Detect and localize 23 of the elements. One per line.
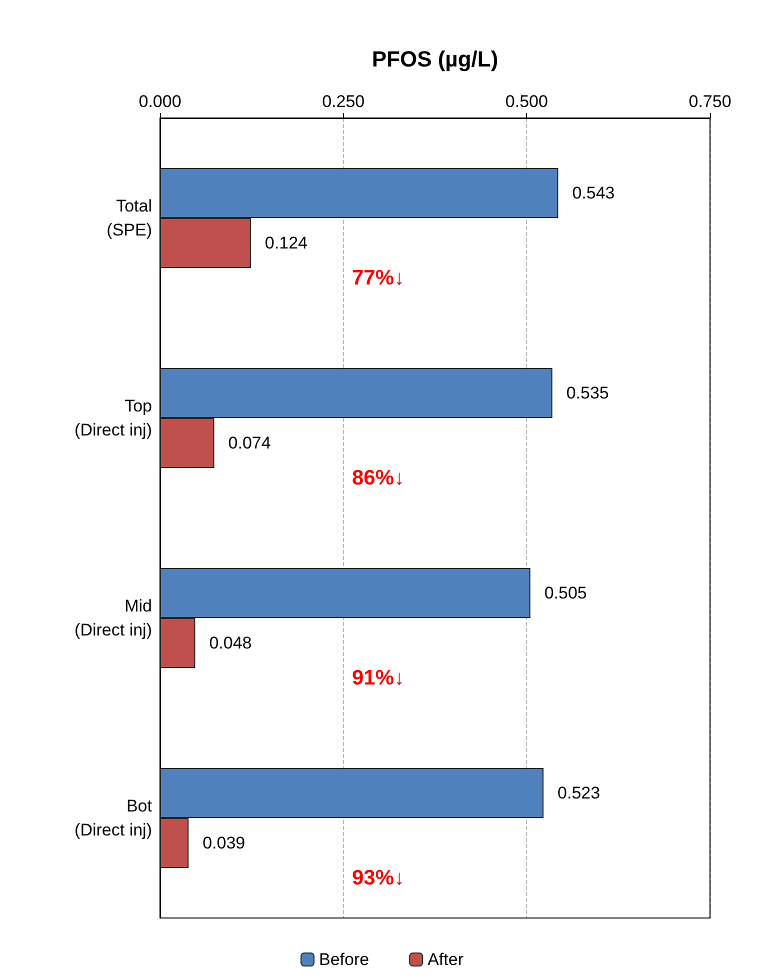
- data-label: 0.124: [264, 234, 308, 252]
- data-label: 0.543: [572, 184, 615, 202]
- data-label: 0.039: [202, 834, 246, 852]
- data-label: 0.048: [209, 634, 252, 652]
- y-tick-label: Total (SPE): [106, 196, 152, 240]
- legend-label: After: [428, 950, 464, 969]
- legend-label: Before: [319, 950, 370, 969]
- data-label: 0.523: [558, 784, 600, 802]
- annotation: 93%↓: [352, 866, 405, 890]
- annotation: 91%↓: [352, 666, 405, 690]
- annotation: 77%↓: [352, 266, 405, 290]
- y-tick-label: Mid (Direct inj): [74, 596, 152, 640]
- x-tick-label: 0.000: [138, 92, 182, 111]
- y-tick-label: Bot (Direct inj): [74, 796, 152, 840]
- x-tick-label: 0.250: [322, 92, 365, 111]
- annotation: 86%↓: [352, 466, 405, 490]
- data-label: 0.074: [228, 434, 271, 452]
- data-label: 0.535: [566, 384, 609, 402]
- y-tick-label: Top (Direct inj): [74, 396, 152, 440]
- data-label: 0.505: [544, 584, 587, 602]
- x-tick-label: 0.750: [688, 92, 732, 111]
- x-axis-title: PFOS (µg/L): [372, 46, 498, 72]
- x-tick-label: 0.500: [505, 92, 548, 111]
